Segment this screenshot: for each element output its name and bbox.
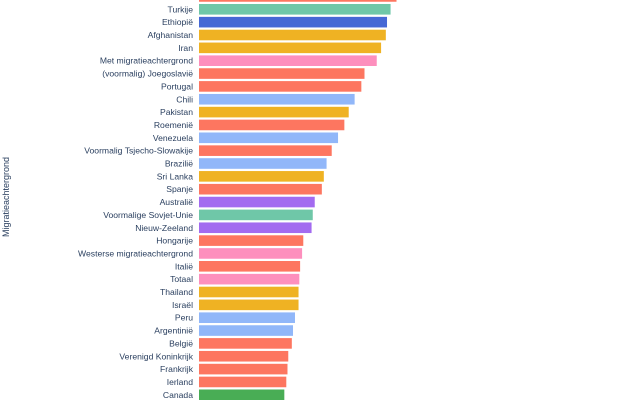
bar[interactable] (199, 145, 332, 156)
bar[interactable] (199, 286, 299, 298)
category-label: Peru (175, 313, 193, 323)
bar[interactable] (199, 68, 365, 79)
category-label: België (169, 338, 193, 348)
category-label: Voormalig Tsjecho-Slowakije (84, 146, 193, 156)
category-label: Verenigd Koninkrijk (119, 351, 193, 361)
bar[interactable] (199, 363, 288, 375)
bar[interactable] (199, 299, 299, 311)
category-label: Met migratieachtergrond (100, 56, 193, 66)
bar[interactable] (199, 132, 339, 144)
category-label: Hongarije (156, 236, 193, 246)
category-label: Turkije (168, 4, 194, 14)
bar[interactable] (199, 55, 377, 66)
bar[interactable] (199, 209, 313, 221)
category-label: Ierland (167, 377, 193, 387)
category-label: Thailand (160, 287, 193, 297)
category-label: (voormalig) Joegoslavië (102, 69, 193, 79)
bar[interactable] (199, 4, 391, 15)
category-label: Nieuw-Zeeland (135, 223, 193, 233)
category-label: Pakistan (160, 107, 193, 117)
category-label: Roemenië (154, 120, 193, 130)
bar[interactable] (199, 350, 289, 362)
category-label: Chili (176, 94, 193, 104)
bar[interactable] (199, 235, 304, 246)
category-label: Brazilië (165, 159, 193, 169)
category-label: Italië (175, 261, 193, 271)
bar[interactable] (199, 222, 312, 234)
bars-group (199, 0, 397, 401)
y-axis-label: Migratieachtergrond (1, 157, 11, 237)
bar[interactable] (199, 338, 292, 349)
bar[interactable] (199, 248, 303, 259)
bar[interactable] (199, 81, 362, 92)
bar[interactable] (199, 42, 382, 54)
category-label: Canada (163, 390, 193, 400)
bar[interactable] (199, 171, 324, 182)
category-label: Australië (160, 197, 194, 207)
bar[interactable] (199, 0, 397, 2)
category-label: Spanje (166, 184, 193, 194)
bar[interactable] (199, 106, 349, 118)
bar[interactable] (199, 93, 355, 105)
bar[interactable] (199, 325, 294, 336)
category-label: Frankrijk (160, 364, 194, 374)
category-label: Ethiopië (162, 17, 193, 27)
category-label: Afghanistan (148, 30, 194, 40)
category-label: Venezuela (153, 133, 193, 143)
bar[interactable] (199, 29, 386, 41)
bar[interactable] (199, 389, 285, 401)
bar[interactable] (199, 376, 287, 388)
category-labels-group: Turkije Ethiopië Afghanistan Iran Met migrat… (78, 4, 194, 400)
category-label: Sri Lanka (157, 171, 194, 181)
bar[interactable] (199, 261, 301, 272)
bar[interactable] (199, 183, 322, 195)
category-label: Totaal (170, 274, 193, 284)
category-label: Iran (178, 43, 193, 53)
category-label: Argentinië (154, 326, 193, 336)
category-label: Westerse migratieachtergrond (78, 248, 193, 258)
bar[interactable] (199, 158, 327, 169)
bar[interactable] (199, 273, 300, 285)
bar[interactable] (199, 312, 295, 323)
bar[interactable] (199, 119, 345, 131)
bar[interactable] (199, 16, 388, 28)
bar[interactable] (199, 196, 315, 208)
category-label: Israël (172, 300, 193, 310)
category-label: Portugal (161, 81, 193, 91)
category-label: Voormalige Sovjet-Unie (103, 210, 193, 220)
